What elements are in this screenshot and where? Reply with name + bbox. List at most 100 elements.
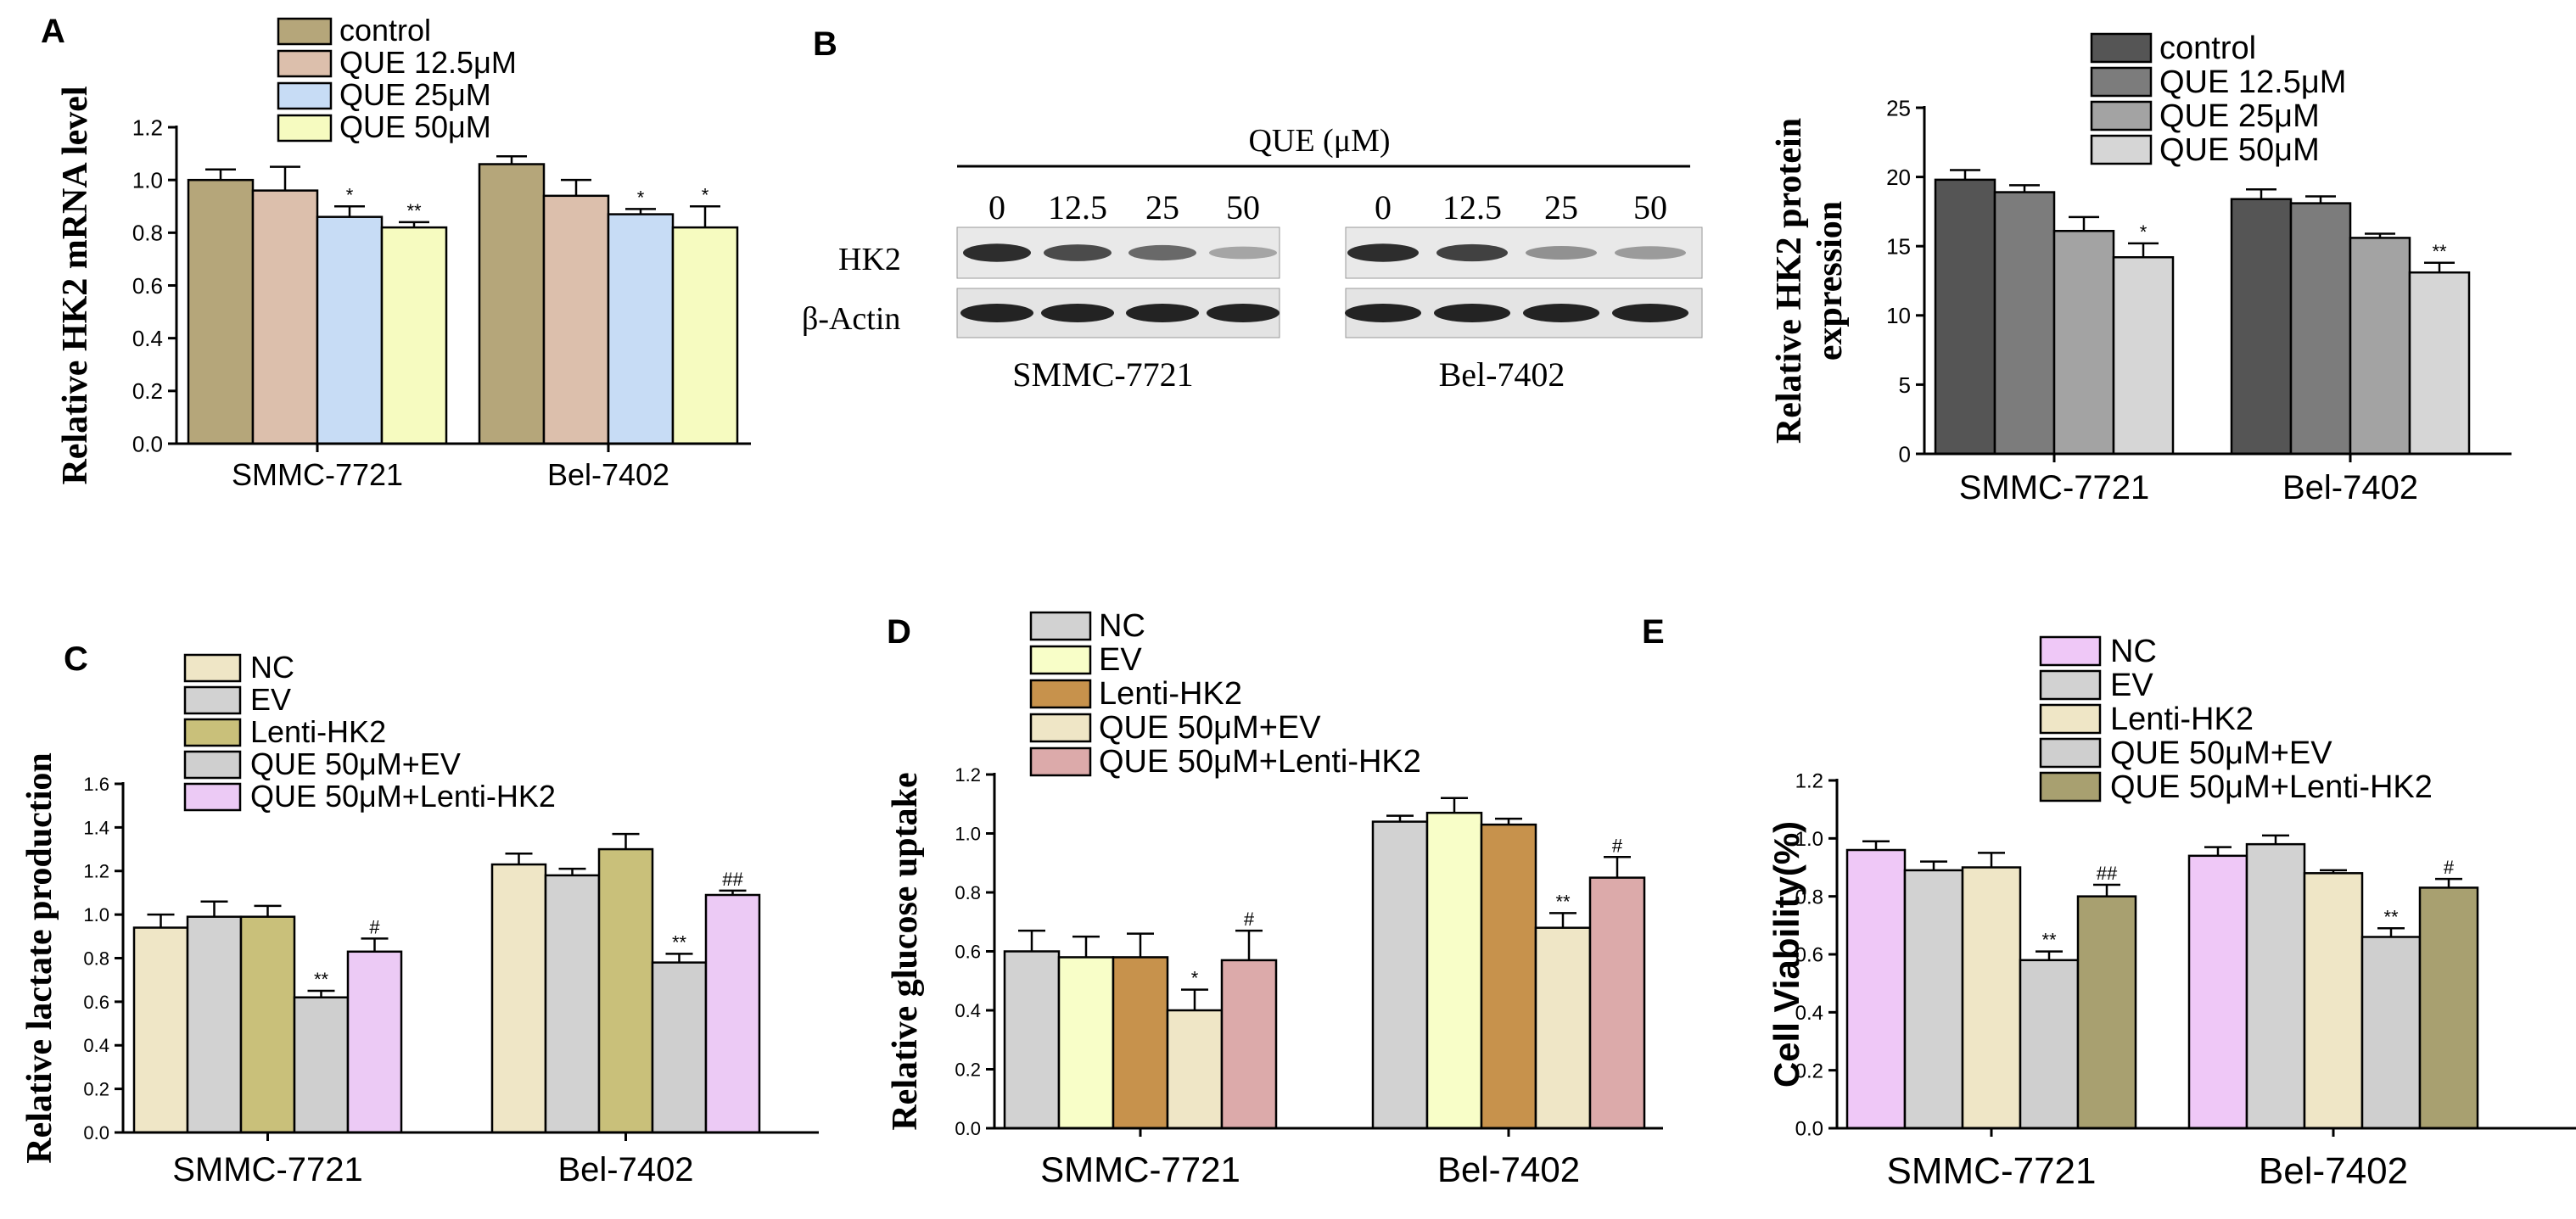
y-tick-label-e-0-4: 0.4 (1795, 1002, 1823, 1025)
y-tick-label-e-0-2: 0.2 (1795, 1060, 1823, 1082)
sig-mark-b-que-50-m-smmc-7721: * (2140, 221, 2148, 243)
y-tick-label-c-0-4: 0.4 (83, 1035, 109, 1056)
blot-band-actin-bel-50 (1612, 304, 1688, 322)
y-axis-title-line1-b: Relative HK2 protein (1770, 118, 1809, 444)
bar-d-lenti-hk2-smmc-7721 (1112, 956, 1169, 1130)
bar-a-que-25-m-bel-7402 (607, 213, 675, 445)
y-tick-label-c-0-6: 0.6 (83, 992, 109, 1013)
legend-swatch-b-que-50-m (2090, 134, 2153, 165)
bar-c-ev-smmc-7721 (186, 915, 243, 1134)
y-tick-label-d-0-0: 0.0 (955, 1118, 981, 1139)
bar-e-lenti-hk2-bel-7402 (2303, 872, 2364, 1130)
legend-label-c-lenti-hk2: Lenti-HK2 (250, 714, 386, 749)
panel-letter-d: D (887, 613, 911, 651)
legend-swatch-a-que-12-5-m (277, 49, 333, 78)
blot-band-hk2-smmc-0 (963, 243, 1031, 262)
bar-e-ev-smmc-7721 (1903, 869, 1964, 1130)
blot-lane-label-smmc-25: 25 (1145, 188, 1179, 226)
sig-mark-b-que-50-m-bel-7402: ** (2432, 241, 2447, 262)
bar-c-nc-bel-7402 (490, 863, 547, 1134)
blot-row-hk2: HK2 (838, 242, 901, 277)
bar-a-control-smmc-7721 (187, 178, 255, 445)
bar-c-ev-bel-7402 (544, 874, 601, 1134)
y-tick-label-d-0-2: 0.2 (955, 1059, 981, 1080)
blot-band-actin-bel-0 (1345, 304, 1421, 322)
x-category-label-e-smmc-7721: SMMC-7721 (1887, 1150, 2097, 1192)
sig-mark-d-que-50-m-lenti-hk2-smmc-7721: # (1244, 909, 1255, 930)
y-tick-label-e-0-0: 0.0 (1795, 1118, 1823, 1141)
panel-letter-c: C (64, 640, 88, 678)
blot-row-actin: β-Actin (802, 301, 900, 337)
legend-swatch-e-nc (2039, 635, 2102, 667)
y-axis-title-c: Relative lactate production (20, 752, 59, 1163)
legend-swatch-e-que-50-m-lenti-hk2 (2039, 771, 2102, 802)
bar-e-lenti-hk2-smmc-7721 (1961, 866, 2022, 1130)
blot-band-actin-smmc-50 (1207, 304, 1280, 322)
y-axis-title-line2-b: expression (1811, 201, 1850, 361)
bar-e-nc-smmc-7721 (1845, 848, 1907, 1130)
legend-label-b-que-25-m: QUE 25μM (2159, 98, 2320, 134)
sig-mark-c-que-50-m-lenti-hk2-bel-7402: ## (722, 869, 743, 890)
bar-c-que-50-m-lenti-hk2-smmc-7721 (346, 950, 403, 1134)
blot-lane-label-bel-12-5: 12.5 (1442, 188, 1502, 226)
legend-label-a-que-50-m: QUE 50μM (339, 109, 491, 144)
blot-band-hk2-smmc-12-5 (1044, 244, 1112, 261)
sig-mark-d-que-50-m-ev-smmc-7721: * (1191, 968, 1199, 989)
y-tick-label-a-1-0: 1.0 (132, 168, 163, 193)
sig-mark-c-que-50-m-ev-bel-7402: ** (672, 931, 687, 953)
blot-band-hk2-smmc-50 (1209, 246, 1277, 260)
bar-c-que-50-m-ev-smmc-7721 (293, 996, 350, 1134)
bar-a-que-25-m-smmc-7721 (316, 215, 384, 445)
bar-e-que-50-m-ev-bel-7402 (2360, 936, 2422, 1130)
y-tick-label-c-1-0: 1.0 (83, 904, 109, 925)
legend-label-e-nc: NC (2110, 634, 2157, 669)
blot-group-bel: Bel-7402 (1439, 355, 1565, 394)
legend-label-d-que-50-m-ev: QUE 50μM+EV (1099, 710, 1321, 746)
legend-label-a-que-25-m: QUE 25μM (339, 77, 491, 112)
y-axis-title-d: Relative glucose uptake (886, 772, 925, 1130)
bar-c-que-50-m-ev-bel-7402 (651, 961, 708, 1134)
legend-swatch-c-que-50-m-ev (183, 750, 242, 780)
bar-d-nc-smmc-7721 (1003, 950, 1061, 1130)
legend-swatch-e-lenti-hk2 (2039, 703, 2102, 735)
x-category-label-b-bel-7402: Bel-7402 (2282, 469, 2418, 506)
x-category-label-e-bel-7402: Bel-7402 (2259, 1150, 2408, 1192)
x-category-label-a-bel-7402: Bel-7402 (547, 457, 669, 492)
legend-swatch-c-nc (183, 653, 242, 683)
y-tick-label-b-5: 5 (1899, 372, 1911, 398)
bar-d-nc-bel-7402 (1371, 820, 1429, 1130)
blot-band-hk2-smmc-25 (1128, 244, 1196, 261)
blot-lane-label-smmc-0: 0 (988, 188, 1005, 226)
panel-letter-a: A (41, 13, 65, 50)
bar-e-ev-bel-7402 (2245, 842, 2306, 1130)
blot-band-actin-smmc-25 (1126, 304, 1199, 322)
y-tick-label-a-0-6: 0.6 (132, 273, 163, 299)
legend-swatch-b-que-25-m (2090, 100, 2153, 131)
bar-a-que-12-5-m-bel-7402 (542, 194, 610, 445)
legend-label-c-nc: NC (250, 650, 294, 685)
legend-label-d-que-50-m-lenti-hk2: QUE 50μM+Lenti-HK2 (1099, 744, 1421, 780)
y-tick-label-d-1-2: 1.2 (955, 764, 981, 786)
legend-label-c-que-50-m-lenti-hk2: QUE 50μM+Lenti-HK2 (250, 779, 556, 814)
legend-swatch-b-que-12-5-m (2090, 66, 2153, 98)
legend-label-b-que-50-m: QUE 50μM (2159, 132, 2320, 168)
legend-swatch-d-que-50-m-ev (1029, 713, 1092, 743)
legend-label-a-que-12-5-m: QUE 12.5μM (339, 45, 517, 80)
sig-mark-a-que-25-m-bel-7402: * (637, 187, 645, 208)
bar-b-que-50-m-bel-7402 (2408, 271, 2471, 456)
bar-e-que-50-m-ev-smmc-7721 (2019, 959, 2080, 1130)
y-tick-label-d-0-8: 0.8 (955, 882, 981, 903)
legend-swatch-d-nc (1029, 611, 1092, 641)
sig-mark-a-que-50-m-bel-7402: * (702, 184, 709, 205)
legend-swatch-a-control (277, 17, 333, 46)
bar-b-control-bel-7402 (2230, 198, 2293, 456)
y-axis-title-b: Relative HK2 proteinexpression (1770, 118, 1850, 444)
sig-mark-e-que-50-m-ev-bel-7402: ** (2383, 906, 2399, 927)
y-tick-label-e-0-6: 0.6 (1795, 944, 1823, 967)
y-tick-label-a-0-8: 0.8 (132, 221, 163, 246)
y-tick-label-b-15: 15 (1886, 234, 1911, 260)
blot-lane-label-smmc-12-5: 12.5 (1048, 188, 1107, 226)
legend-label-d-ev: EV (1099, 642, 1142, 678)
